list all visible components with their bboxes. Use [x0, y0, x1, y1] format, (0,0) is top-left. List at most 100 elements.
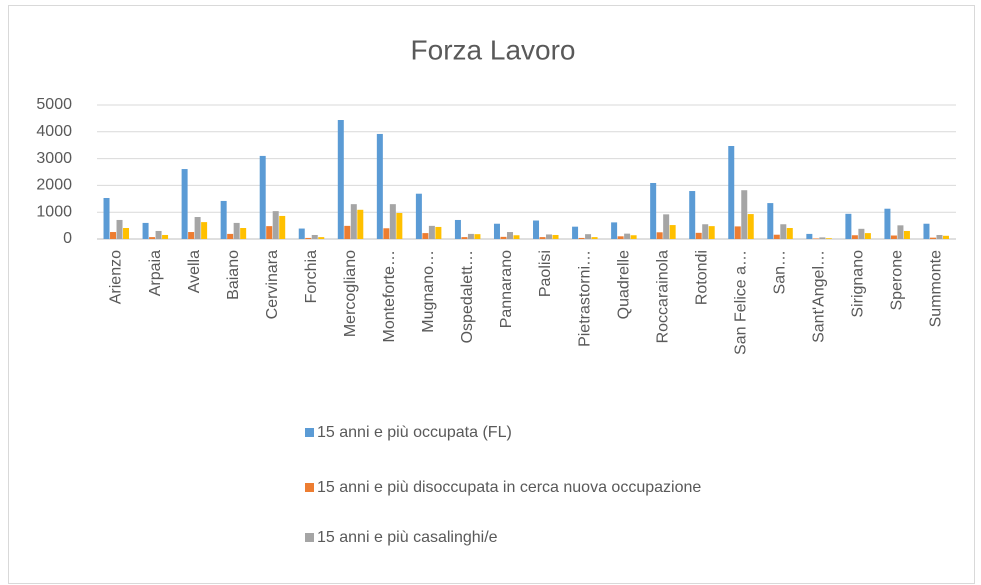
bar: [624, 233, 631, 239]
bar: [923, 223, 930, 239]
y-tick-label: 0: [63, 230, 72, 247]
x-tick-label: Monteforte…: [381, 250, 398, 342]
bar: [656, 232, 663, 239]
bar: [578, 237, 585, 239]
bar: [786, 228, 793, 239]
bar: [539, 237, 546, 239]
x-tick-label: Baiano: [225, 250, 242, 300]
bar: [773, 234, 780, 239]
bar: [461, 237, 468, 239]
bar: [259, 155, 266, 239]
x-tick-label: Quadrelle: [615, 250, 632, 319]
bar: [552, 234, 559, 239]
bar: [689, 191, 696, 239]
bar: [149, 237, 156, 239]
bar: [220, 200, 227, 239]
bar: [233, 222, 240, 239]
bar: [702, 224, 709, 239]
bar: [279, 215, 286, 239]
bar: [806, 233, 813, 239]
bar: [767, 203, 774, 239]
bar: [500, 236, 507, 239]
x-tick-label: Roccarainola: [654, 250, 671, 343]
legend-entry: 15 anni e più casalinghi/e: [305, 526, 747, 550]
bar: [942, 235, 949, 239]
x-tick-label: Arienzo: [108, 250, 125, 304]
y-tick-label: 1000: [36, 203, 72, 220]
x-tick-label: Cervinara: [264, 250, 281, 319]
x-tick-label: Arpaia: [147, 250, 164, 296]
bar: [155, 230, 162, 239]
bar: [454, 219, 461, 239]
bar: [630, 235, 637, 239]
x-tick-label: Pietrastorni…: [576, 250, 593, 347]
legend-label: 15 anni e più disoccupata in cerca nuova…: [317, 479, 702, 496]
bar: [142, 222, 149, 239]
bar: [617, 236, 624, 239]
bar: [422, 233, 429, 239]
bar: [467, 233, 474, 239]
legend-label: 15 anni e più casalinghi/e: [317, 529, 498, 546]
bar: [181, 169, 188, 239]
bar: [188, 232, 195, 239]
bar: [819, 237, 826, 239]
bar: [572, 226, 579, 239]
y-tick-label: 5000: [36, 96, 72, 113]
bar: [383, 228, 390, 239]
bar: [812, 238, 819, 239]
bar: [825, 238, 832, 239]
bar: [201, 222, 208, 239]
bar: [851, 235, 858, 239]
bar: [435, 226, 442, 239]
bar: [376, 133, 383, 239]
x-tick-label: Mugnano…: [420, 250, 437, 333]
bar: [506, 232, 513, 239]
bar: [585, 234, 592, 239]
bar: [344, 225, 351, 239]
legend-swatch: [305, 483, 314, 492]
bar: [194, 217, 201, 239]
bar: [708, 226, 715, 239]
bar: [780, 224, 787, 239]
bar: [747, 214, 754, 239]
x-tick-label: Summonte: [928, 250, 945, 327]
x-tick-label: Forchia: [303, 250, 320, 303]
bar: [695, 232, 702, 239]
bar: [110, 232, 117, 239]
bar: [864, 233, 871, 239]
bar: [546, 234, 553, 239]
bar: [357, 209, 364, 239]
legend-label: 15 anni e più occupata (FL): [317, 424, 512, 441]
bar: [741, 190, 748, 239]
bar: [611, 222, 618, 239]
bar: [493, 223, 500, 239]
chart-border: [8, 5, 975, 584]
bar: [162, 234, 169, 239]
bar: [903, 230, 910, 239]
bar: [337, 120, 344, 239]
bar: [272, 211, 279, 239]
bar: [897, 225, 904, 239]
x-tick-label: Sirignano: [850, 250, 867, 318]
bar: [533, 220, 540, 239]
bar: [318, 237, 325, 239]
x-tick-label: Sperone: [889, 250, 906, 311]
legend-entry: 15 anni e più occupata (FL): [305, 421, 747, 445]
y-tick-label: 3000: [36, 150, 72, 167]
x-tick-label: San…: [772, 250, 789, 294]
bar: [305, 237, 312, 239]
bar: [591, 237, 598, 239]
x-tick-label: Mercogliano: [342, 250, 359, 337]
bar: [298, 228, 305, 239]
y-tick-label: 2000: [36, 177, 72, 194]
bar: [227, 233, 234, 239]
bar: [428, 225, 435, 239]
x-tick-label: Avella: [186, 250, 203, 293]
bar: [728, 146, 735, 239]
bar: [311, 234, 318, 239]
bar: [890, 235, 897, 239]
bar: [884, 208, 891, 239]
x-tick-label: Paolisi: [537, 250, 554, 297]
